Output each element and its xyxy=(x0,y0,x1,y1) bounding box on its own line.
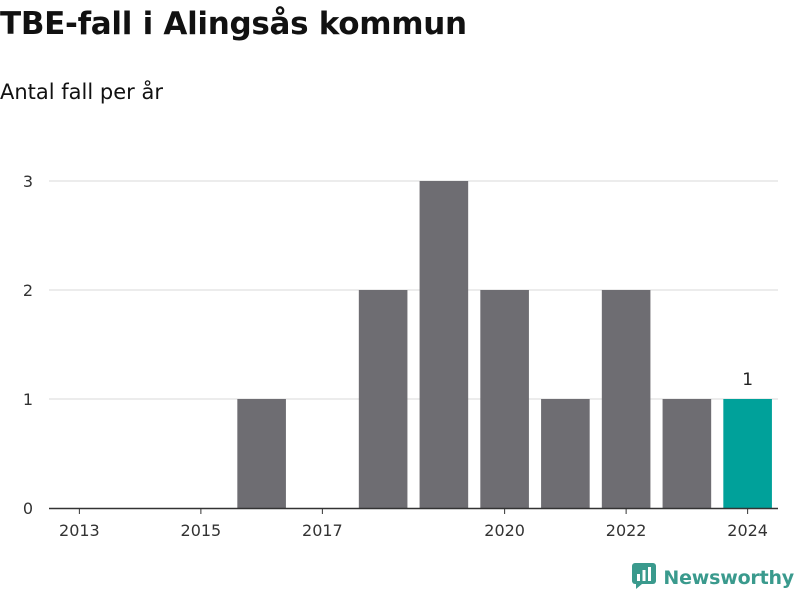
y-tick-label: 3 xyxy=(23,172,33,191)
bar-2018 xyxy=(358,290,408,508)
bar-2020 xyxy=(480,290,529,508)
newsworthy-logo-icon xyxy=(631,562,657,594)
y-tick-label: 0 xyxy=(23,499,33,518)
bar-2021 xyxy=(541,399,590,508)
chart-title: TBE-fall i Alingsås kommun xyxy=(0,6,467,42)
y-tick-label: 1 xyxy=(23,390,33,409)
x-tick-label: 2013 xyxy=(59,521,100,540)
labels: 0 1 2 3 2013 2015 2017 2020 2022 2024 1 xyxy=(23,172,768,540)
grid-lines xyxy=(49,180,778,400)
x-tick-label: 2017 xyxy=(302,521,343,540)
bar-2019 xyxy=(419,181,469,508)
bar-2023 xyxy=(662,399,712,508)
bar-2024 xyxy=(723,399,772,508)
bar-2016 xyxy=(237,399,286,508)
bar-chart: 0 1 2 3 2013 2015 2017 2020 2022 2024 1 xyxy=(23,172,778,540)
bars xyxy=(237,181,772,508)
bar-2022 xyxy=(601,290,651,508)
x-tick-label: 2024 xyxy=(727,521,768,540)
data-label: 1 xyxy=(742,370,753,390)
chart-subtitle: Antal fall per år xyxy=(0,80,163,104)
x-tick-label: 2020 xyxy=(484,521,525,540)
axes xyxy=(49,507,778,514)
x-tick-label: 2022 xyxy=(606,521,647,540)
brand-name: Newsworthy xyxy=(663,567,794,589)
x-tick-label: 2015 xyxy=(181,521,222,540)
y-tick-label: 2 xyxy=(23,281,33,300)
brand-logo: Newsworthy xyxy=(631,562,794,594)
